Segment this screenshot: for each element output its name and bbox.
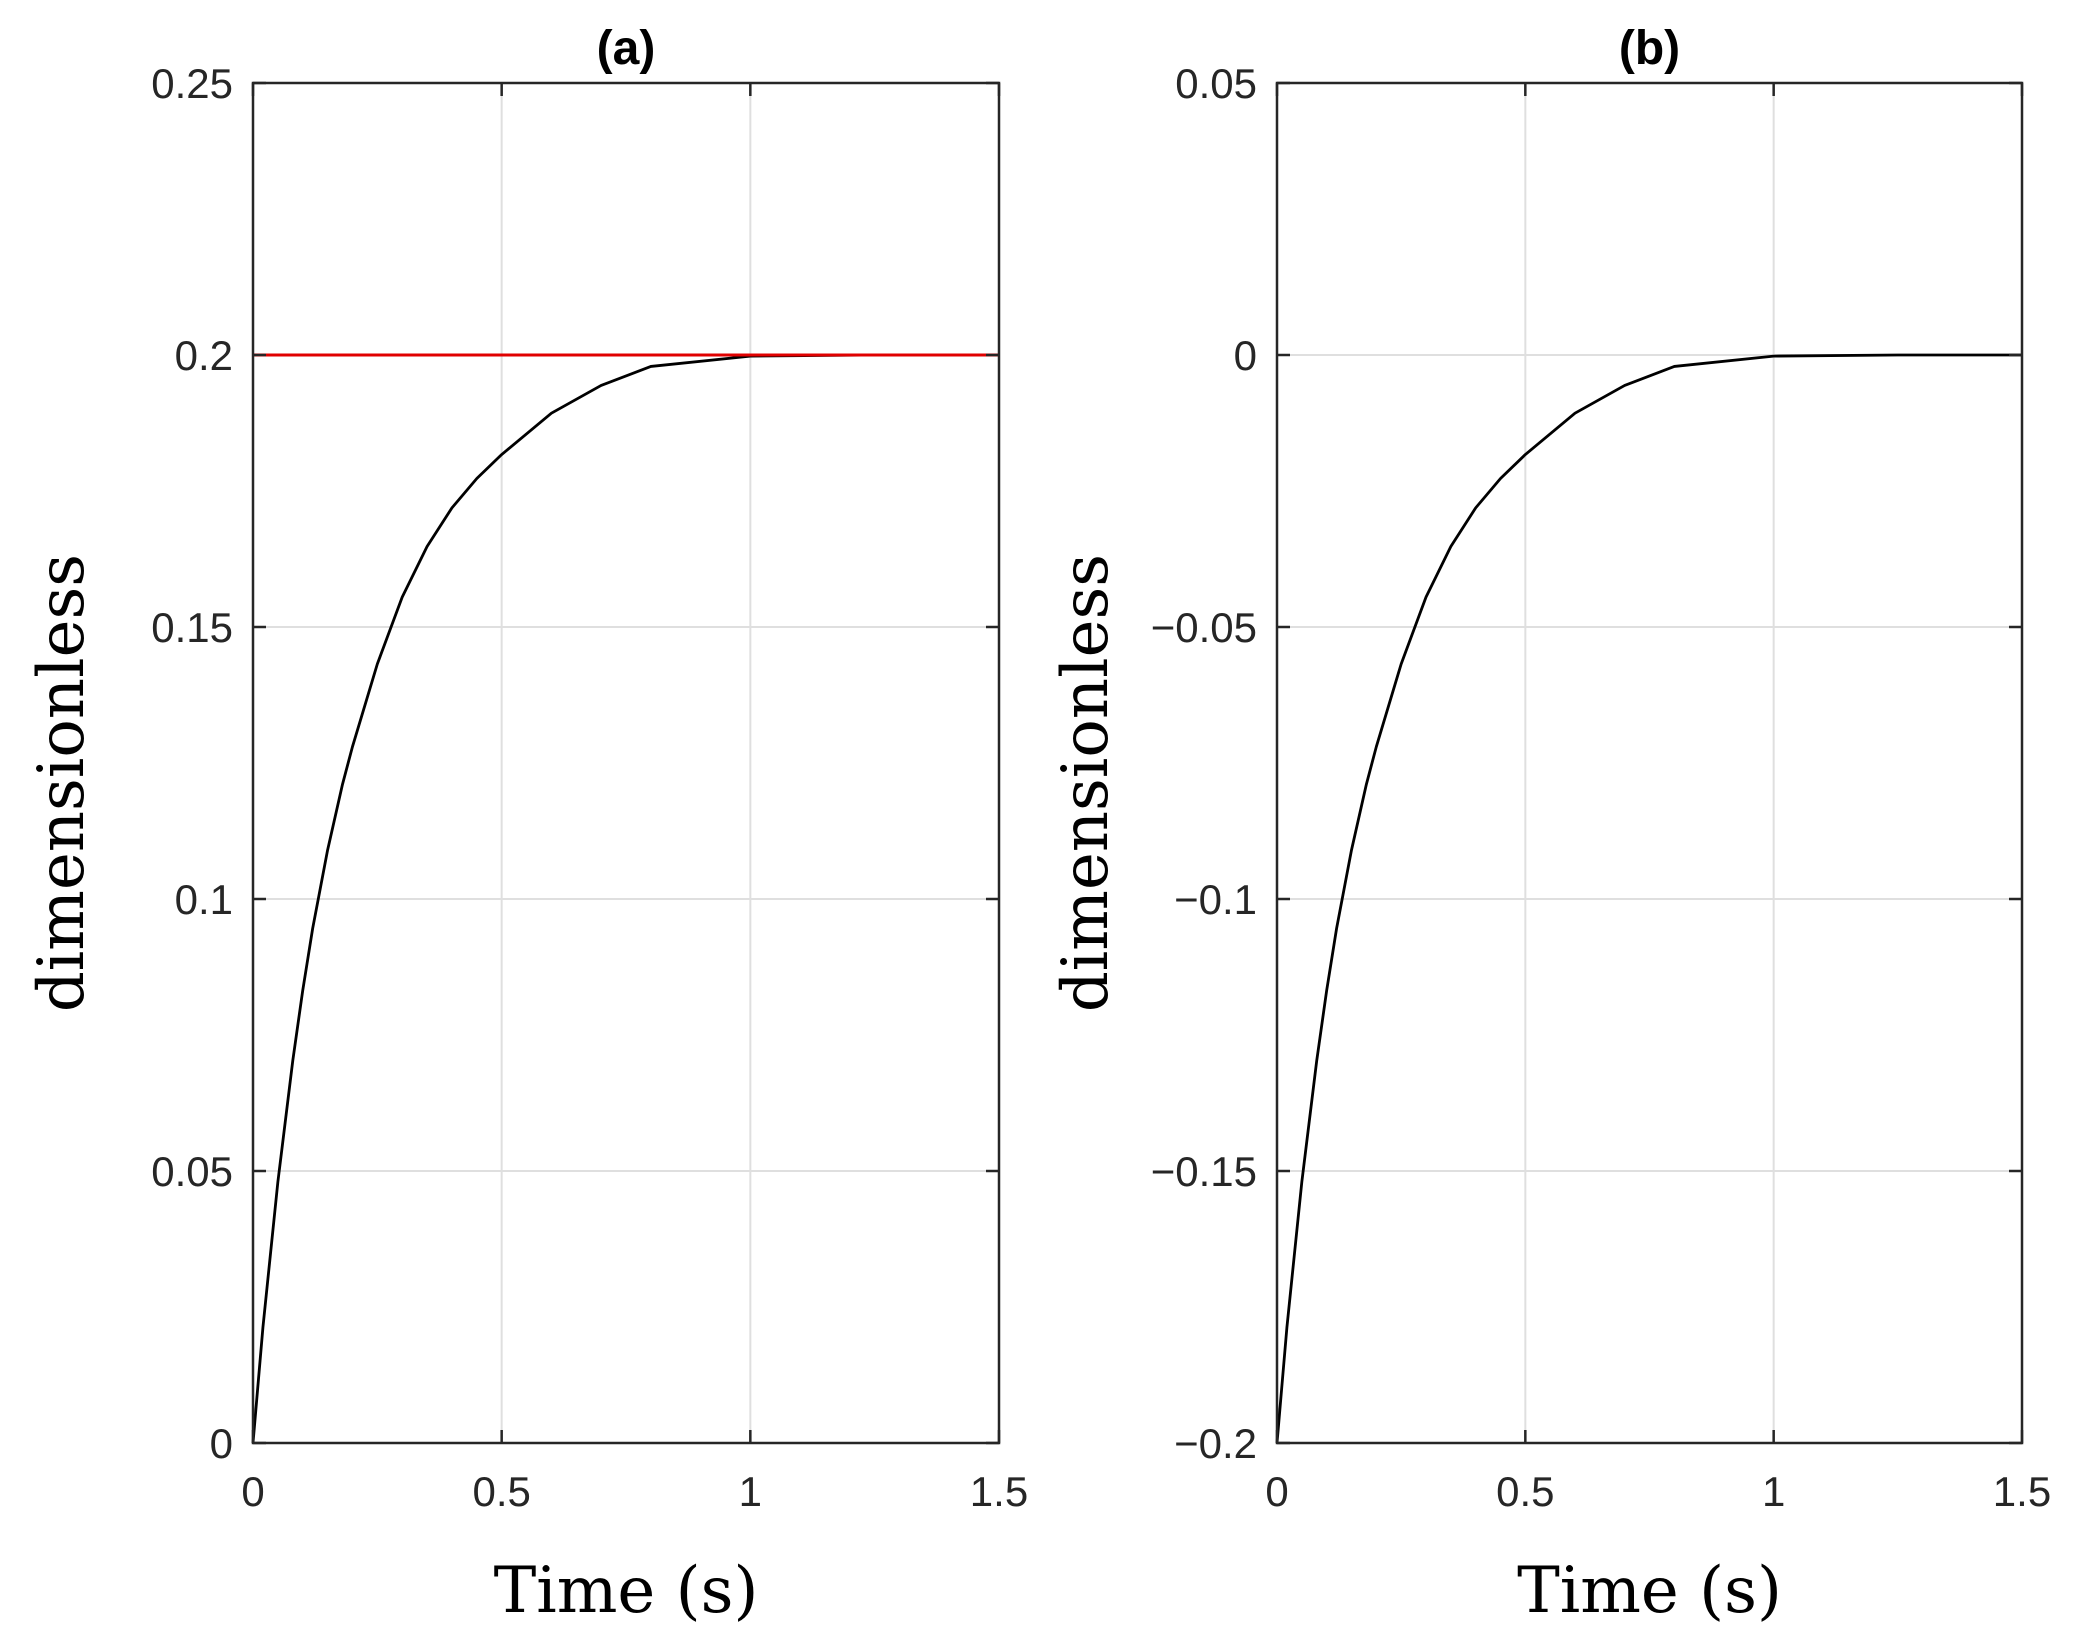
panel-a-ylabel: dimensionless: [25, 554, 99, 1012]
panel-b-xtick-label-2: 1: [1762, 1468, 1785, 1515]
panel-a-title: (a): [597, 22, 656, 75]
panel-b-tick-labels: 0 0.5 1 1.5 −0.2 −0.15 −0.1 −0.05 0 0.05: [1151, 60, 2051, 1515]
panel-a-ytick-label-5: 0.25: [151, 60, 233, 107]
panel-b-title: (b): [1619, 22, 1680, 75]
panel-a-xtick-label-2: 1: [739, 1468, 762, 1515]
panel-b-xtick-label-3: 1.5: [1993, 1468, 2051, 1515]
panel-b-series: [1275, 353, 2022, 1444]
panel-b-ylabel: dimensionless: [1049, 554, 1123, 1012]
panel-b-ytick-label-1: −0.15: [1151, 1148, 1257, 1195]
panel-a-xtick-label-3: 1.5: [970, 1468, 1028, 1515]
panel-a-xtick-label-1: 0.5: [472, 1468, 530, 1515]
panel-b-ytick-label-0: −0.2: [1174, 1420, 1257, 1467]
panel-b-xtick-label-0: 0: [1265, 1468, 1288, 1515]
panel-b-ytick-label-4: 0: [1234, 332, 1257, 379]
panel-a-tick-labels: 0 0.5 1 1.5 0 0.05 0.1 0.15 0.2 0.25: [151, 60, 1028, 1515]
panel-a-ytick-label-2: 0.1: [175, 876, 233, 923]
panel-a-xlabel: Time (s): [494, 1554, 759, 1628]
panel-b-ytick-label-3: −0.05: [1151, 604, 1257, 651]
panel-b: 0 0.5 1 1.5 −0.2 −0.15 −0.1 −0.05 0 0.05 (b) Time…: [1049, 22, 2051, 1628]
panel-b-ytick-label-5: 0.05: [1175, 60, 1257, 107]
panel-b-xtick-label-1: 0.5: [1496, 1468, 1554, 1515]
panel-a-series-response-line: [251, 353, 999, 1444]
panel-a: 0 0.5 1 1.5 0 0.05 0.1 0.15 0.2 0.25 (a) Time (s)…: [25, 22, 1028, 1628]
panel-b-ticks: [1275, 81, 2024, 1445]
panel-a-ytick-label-3: 0.15: [151, 604, 233, 651]
panel-a-axes-box: [251, 81, 1001, 1445]
panel-a-ytick-label-4: 0.2: [175, 332, 233, 379]
panel-b-xlabel: Time (s): [1517, 1554, 1782, 1628]
panel-b-axes-box: [1275, 81, 2024, 1445]
panel-a-ytick-label-0: 0: [210, 1420, 233, 1467]
panel-a-series: [251, 353, 999, 1444]
panel-a-ytick-label-1: 0.05: [151, 1148, 233, 1195]
panel-a-xtick-label-0: 0: [241, 1468, 264, 1515]
panel-b-series-error-line: [1275, 353, 2022, 1444]
panel-b-ytick-label-2: −0.1: [1174, 876, 1257, 923]
panel-a-ticks: [251, 81, 1001, 1445]
